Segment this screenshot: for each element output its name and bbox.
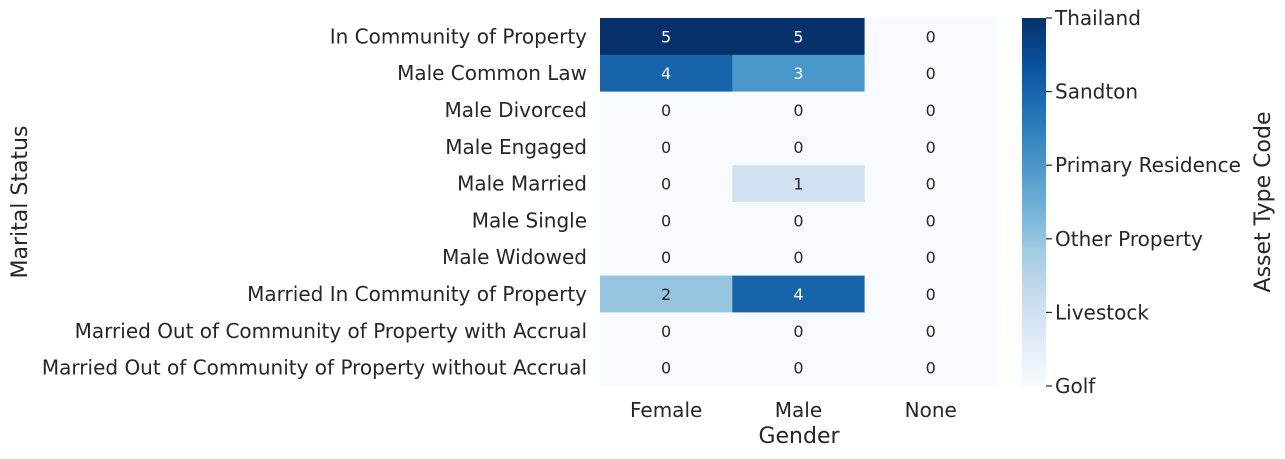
cell-annotation: 0 — [661, 322, 671, 341]
cell-annotation: 0 — [661, 211, 671, 230]
cell-annotation: 0 — [661, 138, 671, 157]
y-tick-label: Male Common Law — [397, 61, 587, 85]
y-tick-label: Married Out of Community of Property wit… — [42, 356, 587, 380]
colorbar-tick-label: Thailand — [1054, 6, 1141, 30]
heatmap-cell — [600, 312, 733, 350]
x-tick-label: Male — [775, 398, 822, 422]
colorbar-ticks: Golf Livestock Other Property Primary Resid… — [1046, 6, 1241, 398]
cell-annotation: 5 — [661, 27, 671, 46]
cell-annotation: 0 — [926, 285, 936, 304]
y-tick-label: Married Out of Community of Property wit… — [75, 319, 587, 343]
cell-annotation: 0 — [926, 27, 936, 46]
cell-annotation: 0 — [926, 101, 936, 120]
cell-annotation: 0 — [926, 322, 936, 341]
y-tick-label: Male Divorced — [444, 98, 587, 122]
cell-annotation: 0 — [926, 64, 936, 83]
heatmap-cell — [732, 54, 866, 93]
cell-annotation: 0 — [926, 248, 936, 267]
colorbar-tick-label: Golf — [1055, 374, 1096, 398]
cell-annotation: 2 — [661, 285, 671, 304]
heatmap-cell — [600, 128, 733, 166]
heatmap-cell — [600, 349, 733, 387]
cell-annotation: 3 — [793, 64, 803, 83]
x-axis-label: Gender — [758, 424, 840, 449]
y-tick-label: Male Widowed — [442, 245, 587, 269]
cell-annotation: 0 — [793, 248, 803, 267]
heatmap-cell — [732, 275, 866, 313]
cell-annotation: 0 — [926, 359, 936, 378]
heatmap-cell — [864, 128, 998, 166]
cell-annotation: 0 — [661, 248, 671, 267]
colorbar-tick-label: Primary Residence — [1055, 153, 1241, 177]
y-tick-label: Male Married — [457, 172, 587, 196]
heatmap-cell — [864, 349, 998, 387]
heatmap-cell — [732, 91, 866, 129]
y-tick-label: Married In Community of Property — [247, 282, 587, 306]
heatmap-cell — [600, 238, 733, 277]
cell-annotation: 0 — [661, 101, 671, 120]
heatmap-cell — [600, 54, 733, 93]
cell-annotation: 0 — [926, 138, 936, 157]
cell-annotation: 4 — [661, 64, 671, 83]
cell-annotation: 0 — [793, 211, 803, 230]
y-tick-labels: In Community of Property Male Common Law M… — [42, 24, 587, 379]
heatmap-cell — [732, 165, 866, 203]
colorbar-tick-label: Livestock — [1055, 300, 1149, 324]
heatmap-cell — [600, 18, 733, 56]
heatmap-cell — [600, 202, 733, 240]
heatmap-cell — [732, 202, 866, 240]
cell-annotation: 0 — [661, 359, 671, 378]
heatmap-cell — [732, 349, 866, 387]
cell-annotation: 5 — [793, 27, 803, 46]
heatmap-cell — [864, 238, 998, 277]
cell-annotation: 0 — [793, 359, 803, 378]
heatmap-cell — [732, 312, 866, 350]
heatmap-cell — [864, 91, 998, 129]
x-tick-labels: Female Male None — [630, 398, 957, 422]
cell-annotation: 0 — [793, 322, 803, 341]
cell-annotations: 5 5 0 4 3 0 0 0 0 0 0 0 0 1 0 0 0 0 0 0 0 2 4 0 0 0 0 0 0 0 — [661, 27, 936, 377]
colorbar — [1022, 18, 1046, 386]
heatmap-cell — [732, 128, 866, 166]
y-tick-label: Male Engaged — [445, 135, 587, 159]
heatmap-cell — [864, 275, 998, 313]
cell-annotation: 0 — [793, 138, 803, 157]
cell-annotation: 0 — [793, 101, 803, 120]
heatmap-cells — [600, 18, 998, 387]
heatmap-cell — [864, 165, 998, 203]
heatmap-cell — [864, 54, 998, 93]
cell-annotation: 0 — [926, 175, 936, 194]
heatmap-cell — [732, 238, 866, 277]
heatmap-cell — [864, 202, 998, 240]
colorbar-label: Asset Type Code — [1251, 112, 1276, 293]
x-tick-label: Female — [630, 398, 702, 422]
y-tick-label: In Community of Property — [330, 24, 587, 48]
heatmap-cell — [864, 312, 998, 350]
heatmap-cell — [600, 275, 733, 313]
colorbar-tick-label: Other Property — [1055, 227, 1203, 251]
heatmap-cell — [732, 18, 866, 56]
x-tick-label: None — [905, 398, 957, 422]
cell-annotation: 0 — [926, 211, 936, 230]
y-tick-label: Male Single — [472, 208, 587, 232]
heatmap-cell — [864, 18, 998, 56]
cell-annotation: 4 — [793, 285, 803, 304]
colorbar-tick-label: Sandton — [1055, 80, 1138, 104]
heatmap-cell — [600, 91, 733, 129]
heatmap-cell — [600, 165, 733, 203]
cell-annotation: 1 — [793, 175, 803, 194]
cell-annotation: 0 — [661, 175, 671, 194]
y-axis-label: Marital Status — [8, 126, 33, 279]
